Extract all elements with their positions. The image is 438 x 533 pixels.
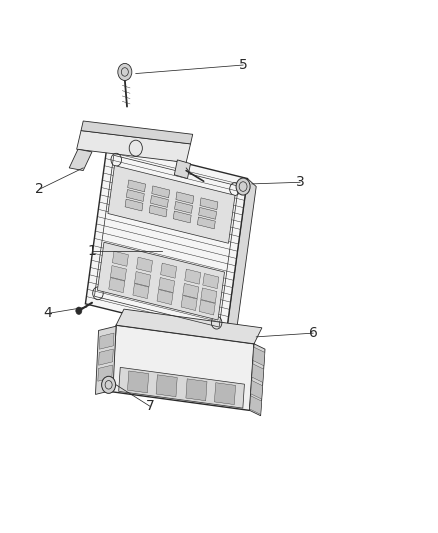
Polygon shape [252,364,264,383]
Text: 6: 6 [309,326,318,340]
Polygon shape [110,265,127,281]
Polygon shape [109,278,125,293]
Circle shape [102,376,116,393]
Polygon shape [95,326,116,394]
Polygon shape [185,269,201,284]
Polygon shape [253,347,265,366]
Polygon shape [226,179,256,346]
Polygon shape [119,367,244,408]
Polygon shape [127,180,145,192]
Polygon shape [203,273,219,289]
Polygon shape [156,375,177,397]
Polygon shape [175,201,192,213]
Polygon shape [133,284,149,298]
Polygon shape [149,205,167,217]
Polygon shape [199,300,215,315]
Polygon shape [250,395,261,415]
Polygon shape [250,344,265,416]
Text: 7: 7 [145,399,154,413]
Text: 4: 4 [44,306,53,320]
Polygon shape [176,192,194,204]
Polygon shape [137,257,152,272]
Polygon shape [186,379,207,401]
Polygon shape [174,160,191,179]
Polygon shape [183,284,199,298]
Polygon shape [116,309,262,344]
Polygon shape [173,211,191,223]
Circle shape [236,178,250,195]
Polygon shape [97,243,225,320]
Polygon shape [81,121,193,144]
Text: 3: 3 [296,175,304,189]
Polygon shape [98,365,113,381]
Polygon shape [251,381,262,399]
Polygon shape [69,149,92,171]
Polygon shape [134,271,151,287]
Polygon shape [161,263,177,278]
Polygon shape [181,295,197,311]
Text: 5: 5 [239,58,247,72]
Polygon shape [152,186,170,198]
Polygon shape [113,251,128,266]
Circle shape [118,63,132,80]
Polygon shape [77,131,191,163]
Polygon shape [151,196,168,207]
Circle shape [76,307,82,314]
Polygon shape [108,166,235,243]
Polygon shape [99,349,113,365]
Polygon shape [215,383,236,405]
Polygon shape [85,144,247,338]
Polygon shape [126,190,144,201]
Polygon shape [125,199,143,211]
Polygon shape [199,207,217,219]
Polygon shape [99,333,114,349]
Polygon shape [127,371,148,393]
Polygon shape [201,288,217,303]
Text: 2: 2 [35,182,44,196]
Polygon shape [112,325,254,410]
Polygon shape [159,278,175,293]
Polygon shape [198,217,215,229]
Polygon shape [157,289,173,304]
Text: 1: 1 [88,244,96,257]
Polygon shape [200,198,218,209]
